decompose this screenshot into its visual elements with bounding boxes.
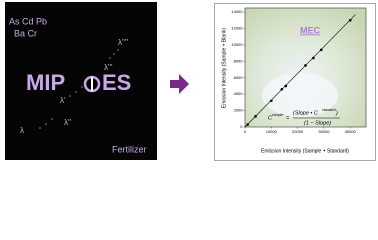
y-tick-label: 12000 [231, 26, 243, 31]
y-tick-label: 6000 [234, 75, 244, 80]
chart-title: MEC [300, 25, 321, 35]
x-tick-label: 30000 [318, 129, 330, 134]
x-tick-label: 10000 [266, 129, 278, 134]
y-tick-label: 4000 [234, 91, 244, 96]
formula-text: sample [272, 113, 283, 117]
graphical-abstract: As Cd Pb Ba Cr λ'''' λ''' λ'' λ' λ MIP E… [5, 2, 376, 161]
y-tick-label: 14000 [231, 9, 243, 14]
y-axis-label: Emission Intensity (Sample + Blank) [221, 28, 227, 109]
x-tick-label: 20000 [292, 129, 304, 134]
arrow [170, 74, 189, 94]
x-axis-label: Emission Intensity (Sample + Standard) [261, 148, 349, 154]
y-tick-label: 0 [240, 124, 243, 129]
logo: MIP [26, 70, 65, 95]
logo-icon [83, 75, 101, 93]
label: Fertilizer [112, 144, 147, 154]
point [270, 99, 273, 103]
elements: As Cd Pb [9, 16, 47, 26]
point [312, 56, 315, 60]
lambda: λ''' [104, 63, 113, 72]
formula-text: (1 − Slope) [304, 120, 331, 126]
left-panel [5, 2, 157, 160]
formula-text: C [268, 115, 272, 121]
lambda: λ'''' [118, 38, 129, 47]
lambda: λ [20, 126, 24, 135]
dots [39, 49, 119, 129]
y-tick-label: 8000 [234, 58, 244, 63]
fit-line [244, 14, 356, 128]
point [284, 84, 288, 88]
y-tick-label: 10000 [231, 42, 243, 47]
formula-text: ) [335, 110, 338, 116]
lambda: λ'' [64, 118, 72, 127]
formula-text: = [286, 115, 290, 121]
y-tick-label: 2000 [234, 108, 244, 113]
formula-text: standard [322, 108, 337, 112]
point [319, 48, 323, 52]
fertilizer-image [262, 73, 338, 117]
x-tick-label: 0 [244, 129, 247, 134]
x-tick-label: 40000 [345, 129, 357, 134]
formula-text: (Slope • C [293, 110, 318, 116]
formula: C sample = (Slope • C standard ) (1 − Sl… [268, 108, 340, 126]
elements: Ba Cr [14, 28, 37, 38]
logo: ES [102, 70, 131, 95]
lambda: λ' [60, 96, 66, 105]
